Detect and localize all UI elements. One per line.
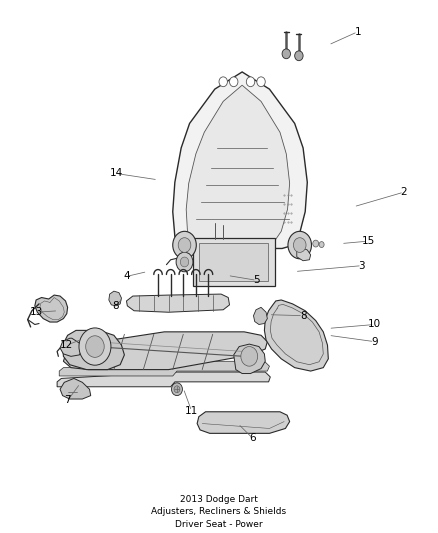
Text: 8: 8 (113, 301, 119, 311)
Polygon shape (173, 72, 307, 248)
Circle shape (178, 238, 191, 253)
Circle shape (293, 238, 306, 253)
Circle shape (173, 231, 196, 259)
Polygon shape (59, 361, 269, 376)
Polygon shape (60, 338, 82, 357)
Polygon shape (35, 295, 67, 322)
Text: 6: 6 (249, 433, 256, 443)
Circle shape (174, 386, 180, 393)
Text: 14: 14 (110, 168, 123, 179)
Polygon shape (197, 412, 290, 433)
Text: 12: 12 (60, 340, 74, 350)
Circle shape (288, 231, 311, 259)
Text: 9: 9 (371, 337, 378, 346)
Text: 2013 Dodge Dart
Adjusters, Recliners & Shields
Driver Seat - Power: 2013 Dodge Dart Adjusters, Recliners & S… (152, 495, 286, 529)
Circle shape (86, 336, 104, 357)
Circle shape (319, 241, 324, 247)
Text: 7: 7 (64, 395, 71, 406)
Polygon shape (297, 248, 311, 261)
Text: 5: 5 (254, 276, 260, 285)
Text: 3: 3 (359, 261, 365, 271)
Circle shape (257, 77, 265, 87)
Text: 2: 2 (401, 187, 407, 197)
Polygon shape (109, 291, 121, 306)
Polygon shape (254, 308, 267, 325)
Polygon shape (60, 378, 91, 399)
Circle shape (241, 346, 258, 366)
Polygon shape (186, 85, 290, 246)
Text: 15: 15 (362, 236, 375, 246)
Circle shape (246, 77, 255, 87)
Circle shape (313, 240, 319, 247)
Polygon shape (127, 294, 230, 312)
Text: 10: 10 (368, 319, 381, 329)
Polygon shape (64, 332, 267, 369)
Circle shape (180, 257, 189, 267)
Polygon shape (57, 372, 270, 387)
Circle shape (282, 49, 290, 59)
Circle shape (79, 328, 111, 365)
Polygon shape (265, 300, 328, 371)
Polygon shape (234, 344, 265, 374)
FancyBboxPatch shape (193, 238, 275, 286)
Text: 1: 1 (354, 27, 361, 37)
Circle shape (176, 252, 193, 272)
Circle shape (172, 383, 182, 395)
Text: 8: 8 (300, 311, 307, 321)
Circle shape (219, 77, 227, 87)
Circle shape (295, 51, 303, 61)
Circle shape (230, 77, 238, 87)
FancyBboxPatch shape (199, 243, 268, 281)
Text: 11: 11 (185, 406, 198, 416)
Polygon shape (63, 330, 124, 369)
Text: 13: 13 (29, 307, 43, 317)
Text: 4: 4 (123, 271, 130, 281)
